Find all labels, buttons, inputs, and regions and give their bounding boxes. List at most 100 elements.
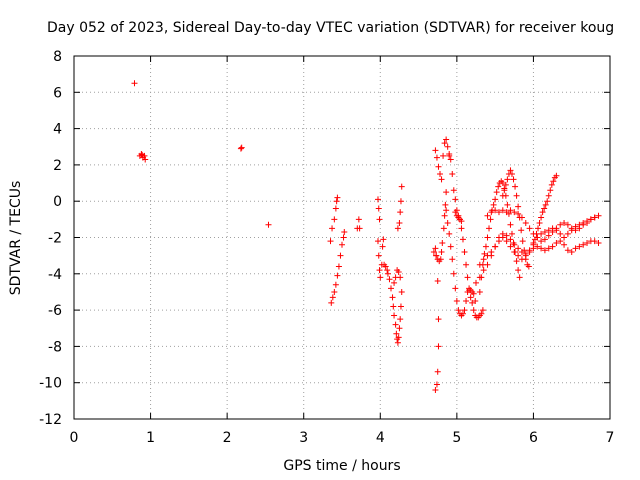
y-axis-label: SDTVAR / TECUs: [8, 181, 24, 296]
data-point: [470, 307, 477, 314]
data-point: [495, 234, 502, 241]
data-point: [446, 151, 453, 158]
data-point: [484, 234, 491, 241]
data-point: [508, 170, 515, 177]
data-point: [142, 156, 149, 163]
data-point: [591, 238, 598, 245]
data-point: [503, 232, 510, 239]
data-point: [392, 274, 399, 281]
data-point: [453, 298, 460, 305]
data-point: [434, 278, 441, 285]
data-point: [331, 216, 338, 223]
data-point: [507, 221, 514, 228]
data-point: [398, 183, 405, 190]
data-point: [394, 225, 401, 232]
y-tick-label: -2: [48, 231, 62, 247]
data-point: [568, 249, 575, 256]
data-point: [478, 310, 485, 317]
segment-arc-4.9-descent-b: [443, 207, 479, 319]
data-point: [337, 252, 344, 259]
data-point: [549, 243, 556, 250]
x-tick-label: 2: [223, 430, 232, 446]
data-point: [461, 307, 468, 314]
segment-arc-3.35b: [328, 229, 348, 306]
data-point: [516, 274, 523, 281]
segment-arc-4.9-descent: [446, 151, 486, 321]
segment-arc-4.0: [374, 196, 405, 346]
data-point: [564, 221, 571, 228]
data-point: [376, 216, 383, 223]
data-point: [533, 230, 540, 237]
data-point: [492, 207, 499, 214]
data-point: [237, 145, 244, 152]
data-point: [375, 205, 382, 212]
data-point: [433, 154, 440, 161]
segment-pair-3.7: [354, 216, 363, 232]
data-point: [452, 285, 459, 292]
data-point: [518, 256, 525, 263]
data-point: [480, 256, 487, 263]
data-point: [341, 229, 348, 236]
data-point: [576, 243, 583, 250]
data-point: [339, 241, 345, 248]
data-point: [538, 214, 545, 221]
data-point: [435, 163, 442, 170]
data-point: [541, 229, 548, 236]
data-point: [508, 230, 515, 237]
data-point: [442, 201, 449, 208]
data-point: [539, 209, 546, 216]
data-point: [541, 236, 548, 243]
data-point: [390, 303, 397, 310]
data-point: [386, 276, 393, 283]
data-point: [557, 230, 564, 237]
data-point: [464, 274, 471, 281]
data-point: [511, 241, 518, 248]
data-point: [564, 247, 571, 254]
y-tick-label: -4: [48, 267, 62, 283]
data-point: [518, 249, 525, 256]
data-point: [384, 267, 391, 274]
x-tick-label: 5: [452, 430, 461, 446]
data-point: [507, 167, 514, 174]
data-point: [495, 183, 502, 190]
data-point: [375, 252, 382, 259]
data-point: [545, 232, 552, 239]
data-point: [580, 241, 587, 248]
data-point: [355, 216, 362, 223]
data-point: [467, 294, 474, 301]
y-tick-label: -6: [48, 303, 62, 319]
data-point: [507, 236, 514, 243]
data-point: [438, 176, 445, 183]
data-point: [469, 299, 476, 306]
data-point: [437, 256, 444, 263]
data-point: [463, 298, 470, 305]
data-point: [513, 192, 520, 199]
data-point: [553, 172, 560, 179]
data-point: [430, 249, 437, 256]
x-tick-label: 7: [606, 430, 615, 446]
data-point: [538, 245, 545, 252]
y-tick-label: 8: [53, 49, 62, 65]
data-point: [584, 239, 591, 246]
data-point: [463, 261, 470, 268]
data-point: [526, 225, 533, 232]
data-point: [511, 209, 518, 216]
data-point: [398, 288, 405, 295]
data-point: [495, 209, 502, 216]
data-point: [396, 219, 403, 226]
data-point: [479, 307, 486, 314]
data-point: [432, 245, 439, 252]
data-point: [435, 343, 442, 350]
data-point: [450, 187, 457, 194]
data-point: [432, 147, 439, 154]
data-point: [584, 218, 591, 225]
y-tick-label: 0: [53, 194, 62, 210]
data-point: [452, 196, 459, 203]
data-point: [444, 219, 451, 226]
data-point: [545, 192, 552, 199]
data-point: [595, 239, 602, 246]
data-point: [525, 263, 532, 270]
segment-arc-4.25: [394, 183, 405, 232]
data-point: [553, 227, 560, 234]
